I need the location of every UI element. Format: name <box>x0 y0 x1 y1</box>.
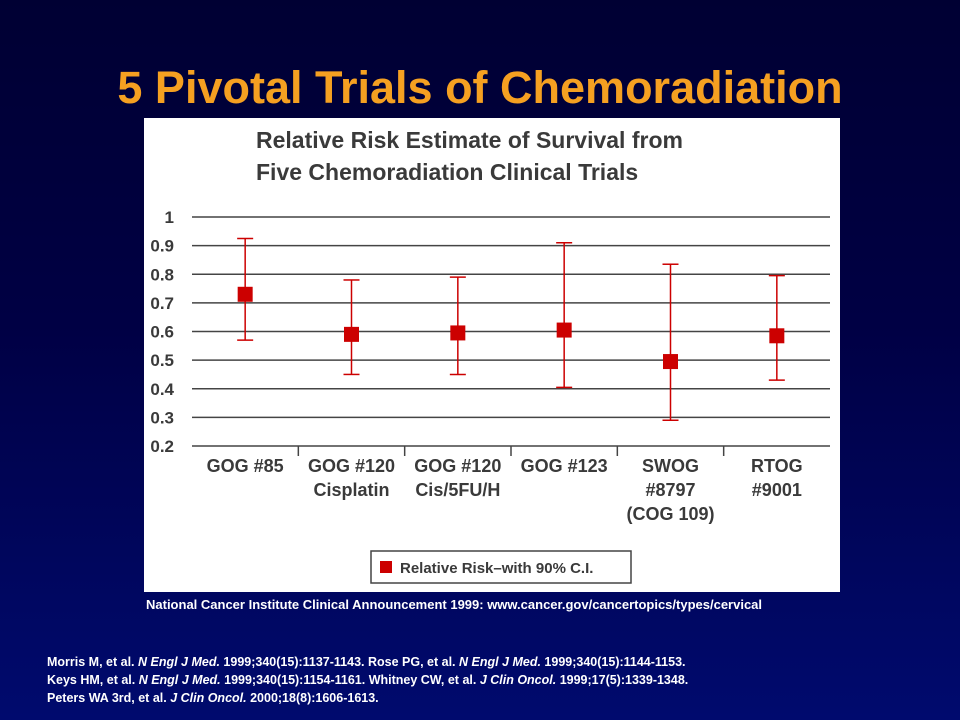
journal-name: N Engl J Med. <box>138 655 220 669</box>
y-tick-label: 0.5 <box>150 351 174 370</box>
references: Morris M, et al. N Engl J Med. 1999;340(… <box>47 653 947 707</box>
y-tick-label: 1 <box>165 208 174 227</box>
chart-svg: Relative Risk Estimate of Survival from F… <box>150 127 830 584</box>
x-tick-label: Cis/5FU/H <box>415 480 500 500</box>
x-tick-label: GOG #123 <box>521 456 608 476</box>
y-tick-label: 0.4 <box>150 380 174 399</box>
chart-panel: Relative Risk Estimate of Survival from F… <box>144 118 840 592</box>
data-point <box>450 325 466 341</box>
x-tick-label: GOG #120 <box>308 456 395 476</box>
x-tick-label: GOG #85 <box>207 456 284 476</box>
x-tick-label: SWOG <box>642 456 699 476</box>
journal-name: J Clin Oncol. <box>479 673 557 687</box>
x-tick-label: Cisplatin <box>313 480 389 500</box>
reference-line: Morris M, et al. N Engl J Med. 1999;340(… <box>47 653 947 671</box>
y-tick-label: 0.9 <box>150 237 174 256</box>
reference-text: Morris M, et al. <box>47 655 138 669</box>
y-tick-label: 0.7 <box>150 294 174 313</box>
data-point <box>344 326 359 342</box>
x-tick-label: (COG 109) <box>626 504 714 524</box>
data-point <box>769 328 785 344</box>
slide-title: 5 Pivotal Trials of Chemoradiation <box>117 62 843 113</box>
x-tick-label: #8797 <box>645 480 695 500</box>
reference-text: 1999;17(5):1339-1348. <box>556 673 689 687</box>
reference-line: Keys HM, et al. N Engl J Med. 1999;340(1… <box>47 671 947 689</box>
y-tick-label: 0.2 <box>150 437 174 456</box>
data-point <box>663 354 678 370</box>
reference-text: 1999;340(15):1144-1153. <box>540 655 686 669</box>
data-point <box>237 286 253 302</box>
journal-name: N Engl J Med. <box>459 655 541 669</box>
legend-box <box>370 550 632 584</box>
data-point <box>556 322 572 338</box>
journal-name: N Engl J Med. <box>138 673 221 687</box>
chart-title-line: Relative Risk Estimate of Survival from <box>256 127 683 153</box>
x-tick-label: RTOG <box>751 456 803 476</box>
reference-text: Keys HM, et al. <box>47 673 139 687</box>
y-tick-label: 0.6 <box>150 323 174 342</box>
y-tick-label: 0.3 <box>150 408 174 427</box>
chart-title-line: Five Chemoradiation Clinical Trials <box>256 159 638 185</box>
x-tick-label: #9001 <box>752 480 802 500</box>
reference-text: Peters WA 3rd, et al. <box>47 691 171 705</box>
legend-swatch <box>380 561 392 573</box>
reference-text: 1999;340(15):1137-1143. Rose PG, et al. <box>219 655 459 669</box>
journal-name: J Clin Oncol. <box>170 691 247 705</box>
legend-label: Relative Risk–with 90% C.I. <box>400 560 593 577</box>
source-note: National Cancer Institute Clinical Annou… <box>146 597 763 612</box>
reference-text: 2000;18(8):1606-1613. <box>246 691 379 705</box>
x-tick-label: GOG #120 <box>414 456 501 476</box>
reference-text: 1999;340(15):1154-1161. Whitney CW, et a… <box>220 673 480 687</box>
y-tick-label: 0.8 <box>150 265 174 284</box>
reference-line: Peters WA 3rd, et al. J Clin Oncol. 2000… <box>47 689 947 707</box>
